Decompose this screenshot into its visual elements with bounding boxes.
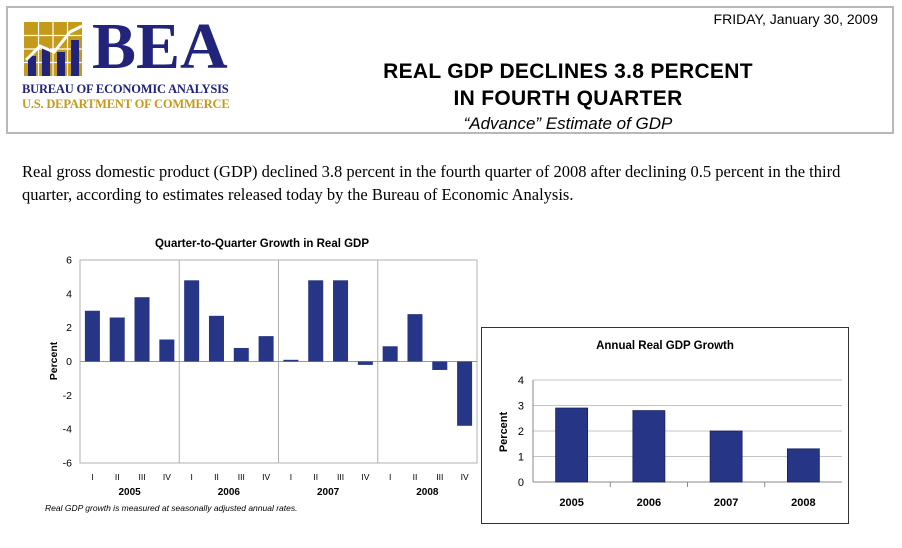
headline-line-2: IN FOURTH QUARTER xyxy=(453,87,683,110)
annual-gdp-chart: Annual Real GDP Growth Percent 4 3 2 1 0 200… xyxy=(498,340,842,509)
quarter-tick-label: III xyxy=(138,472,145,482)
year-tick-label: 2007 xyxy=(317,487,340,498)
x-tick-label: 2006 xyxy=(637,497,661,509)
quarter-tick-label: IV xyxy=(461,472,469,482)
bea-chart-mark-icon xyxy=(24,22,83,76)
bar xyxy=(407,314,423,362)
footnote: Real GDP growth is measured at seasonall… xyxy=(45,503,298,513)
bar xyxy=(258,336,274,362)
bar xyxy=(184,280,200,362)
quarter-tick-label: III xyxy=(238,472,245,482)
bar xyxy=(109,317,125,362)
bar xyxy=(632,410,666,483)
y-axis-label: Percent xyxy=(498,411,510,452)
year-tick-label: 2005 xyxy=(119,487,142,498)
y-axis-label: Percent xyxy=(48,341,60,380)
bar xyxy=(308,280,324,362)
bar xyxy=(283,359,299,362)
quarter-tick-label: III xyxy=(436,472,443,482)
x-tick-label: 2008 xyxy=(791,497,815,509)
y-tick-label: 0 xyxy=(518,477,524,489)
x-tick-label: 2005 xyxy=(559,497,583,509)
quarter-tick-label: II xyxy=(115,472,120,482)
chart-title: Annual Real GDP Growth xyxy=(596,340,734,352)
bar xyxy=(709,430,743,483)
bar xyxy=(333,280,349,362)
logo-department-name: U.S. DEPARTMENT OF COMMERCE xyxy=(22,97,230,111)
release-header: FRIDAY, January 30, 2009 BEA BUREAU OF E… xyxy=(6,6,894,134)
bar xyxy=(233,347,249,362)
y-tick-label: 2 xyxy=(518,426,524,438)
year-tick-label: 2006 xyxy=(218,487,241,498)
headline-subtitle: “Advance” Estimate of GDP xyxy=(463,114,673,133)
quarter-tick-label: IV xyxy=(163,472,171,482)
bar xyxy=(159,339,175,362)
quarter-tick-label: IV xyxy=(361,472,369,482)
quarter-tick-label: II xyxy=(413,472,418,482)
bar xyxy=(457,361,473,426)
logo-wordmark: BEA xyxy=(92,10,228,83)
quarter-tick-label: I xyxy=(190,472,192,482)
intro-paragraph: Real gross domestic product (GDP) declin… xyxy=(22,162,841,204)
x-tick-label: 2007 xyxy=(714,497,738,509)
annual-chart-frame: Annual Real GDP Growth Percent 4 3 2 1 0 200… xyxy=(481,327,849,524)
bar xyxy=(786,448,820,483)
y-tick-label: -6 xyxy=(63,458,72,470)
quarter-tick-label: IV xyxy=(262,472,270,482)
y-tick-label: 6 xyxy=(66,255,72,267)
bar xyxy=(134,297,150,362)
bea-logo: BEA BUREAU OF ECONOMIC ANALYSIS U.S. DEP… xyxy=(22,14,252,112)
quarter-tick-label: II xyxy=(313,472,318,482)
quarter-tick-label: I xyxy=(389,472,391,482)
y-tick-label: -2 xyxy=(63,390,72,402)
y-tick-label: 4 xyxy=(66,288,72,300)
bar xyxy=(208,315,224,362)
y-tick-label: -4 xyxy=(63,424,72,436)
release-date: FRIDAY, January 30, 2009 xyxy=(713,11,878,27)
quarter-tick-label: I xyxy=(290,472,292,482)
y-tick-label: 3 xyxy=(518,401,524,413)
y-tick-label: 1 xyxy=(518,452,524,464)
chart-title: Quarter-to-Quarter Growth in Real GDP xyxy=(155,238,369,250)
quarter-tick-label: II xyxy=(214,472,219,482)
headline-line-1: REAL GDP DECLINES 3.8 PERCENT xyxy=(383,60,753,83)
bar xyxy=(432,361,448,370)
quarter-tick-label: III xyxy=(337,472,344,482)
bar xyxy=(84,310,100,362)
y-tick-label: 4 xyxy=(518,375,524,387)
quarter-tick-label: I xyxy=(91,472,93,482)
bar xyxy=(357,361,373,365)
y-tick-label: 2 xyxy=(66,322,72,334)
bar xyxy=(555,407,589,483)
y-tick-label: 0 xyxy=(66,356,72,368)
year-tick-label: 2008 xyxy=(416,487,439,498)
bar xyxy=(382,346,398,362)
logo-agency-name: BUREAU OF ECONOMIC ANALYSIS xyxy=(22,82,229,96)
quarterly-gdp-chart: Quarter-to-Quarter Growth in Real GDP Pe… xyxy=(48,238,478,498)
